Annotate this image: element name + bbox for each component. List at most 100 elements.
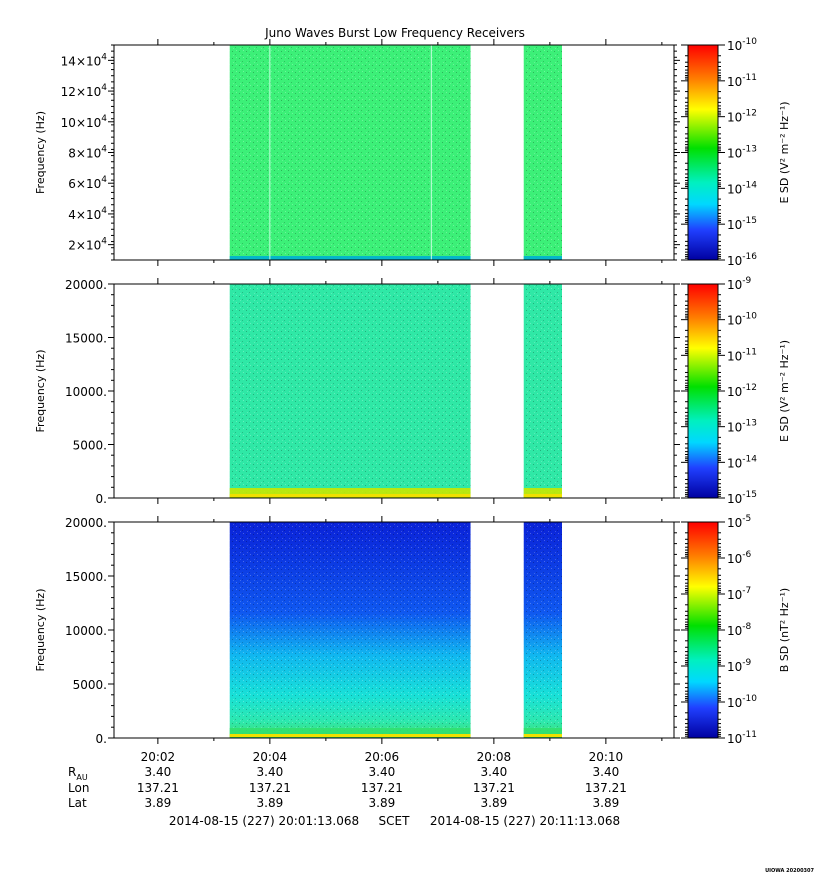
ephemeris-value: 137.21: [473, 781, 515, 795]
ephemeris-table: RAU Lon Lat 3.40 3.40 3.40 3.40 3.40 137.21 13…: [68, 765, 627, 810]
ephemeris-value: 3.89: [369, 796, 396, 810]
low-frequency-peak-2: [523, 494, 562, 497]
panel-2: 0. 5000. 10000. 15000. 20000. Frequency (Hz) 1…: [34, 276, 791, 506]
ephemeris-value: 3.40: [145, 765, 172, 779]
y-tick-label: 12×104: [61, 83, 108, 99]
y-tick-label: 4×104: [68, 206, 107, 222]
y-axis-label: Frequency (Hz): [34, 589, 47, 672]
ephemeris-value: 3.89: [257, 796, 284, 810]
colorbar-tick-label: 10-11: [727, 73, 757, 89]
colorbar-tick-label: 10-12: [727, 109, 757, 125]
panel-1: 2×104 4×104 6×104 8×104 10×104 12×104 14×104 Fr…: [34, 37, 791, 268]
spectrogram-texture-2: [523, 284, 562, 498]
y-tick-label: 6×104: [68, 175, 107, 191]
y-tick-label: 20000.: [65, 278, 107, 292]
low-frequency-band-2: [523, 256, 562, 260]
time-range-label: SCET: [379, 814, 411, 828]
colorbar-tick-label: 10-11: [727, 347, 757, 363]
chart-title: Juno Waves Burst Low Frequency Receivers: [264, 26, 525, 40]
low-frequency-peak-1: [229, 494, 471, 497]
y-tick-label: 5000.: [73, 678, 107, 692]
y-tick-label: 20000.: [65, 516, 107, 530]
colorbar-tick-label: 10-10: [727, 37, 757, 53]
low-frequency-band-1: [229, 728, 471, 738]
ephemeris-label-r: RAU: [68, 765, 88, 782]
colorbar: [687, 283, 719, 499]
ephemeris-value: 3.40: [257, 765, 284, 779]
colorbar: [687, 521, 719, 739]
spectrogram-texture-1: [229, 45, 471, 260]
low-frequency-band-1: [229, 256, 471, 260]
colorbar-tick-label: 10-14: [727, 454, 757, 470]
panel-3: 0. 5000. 10000. 15000. 20000. Frequency (Hz) 1…: [34, 514, 791, 746]
spectrogram-panels: 2×104 4×104 6×104 8×104 10×104 12×104 14×104 Fr…: [34, 37, 791, 746]
ephemeris-values: 3.40 3.40 3.40 3.40 3.40 137.21 137.21 137.21 13…: [137, 765, 627, 810]
colorbar-tick-label: 10-6: [727, 550, 752, 566]
colorbar-tick-label: 10-7: [727, 586, 751, 602]
x-tick-label: 20:04: [253, 750, 288, 764]
y-tick-label: 15000.: [65, 332, 107, 346]
y-tick-label: 15000.: [65, 570, 107, 584]
y-tick-label: 10×104: [61, 114, 108, 130]
time-axis-labels: 20:02 20:04 20:06 20:08 20:10: [141, 750, 624, 764]
ephemeris-value: 3.89: [145, 796, 172, 810]
x-tick-label: 20:02: [141, 750, 176, 764]
colorbar-tick-label: 10-9: [727, 658, 752, 674]
x-tick-label: 20:08: [477, 750, 512, 764]
low-frequency-band-1: [229, 488, 471, 498]
y-tick-label: 14×104: [61, 52, 108, 68]
y-tick-label: 10000.: [65, 624, 107, 638]
colorbar: [687, 44, 719, 261]
y-tick-label: 5000.: [73, 439, 107, 453]
colorbar-tick-label: 10-8: [727, 622, 752, 638]
low-frequency-peak-2: [523, 734, 562, 737]
ephemeris-value: 137.21: [361, 781, 403, 795]
spectrogram-texture-1: [229, 284, 471, 498]
time-range-end: 2014-08-15 (227) 20:11:13.068: [430, 814, 620, 828]
x-tick-label: 20:10: [589, 750, 624, 764]
colorbar-tick-label: 10-5: [727, 514, 751, 530]
colorbar-label: B SD (nT² Hz⁻¹): [778, 588, 791, 672]
y-tick-label: 0.: [96, 492, 107, 506]
colorbar-label: E SD (V² m⁻² Hz⁻¹): [778, 101, 791, 203]
ephemeris-label-lat: Lat: [68, 796, 87, 810]
colorbar-label: E SD (V² m⁻² Hz⁻¹): [778, 340, 791, 442]
ephemeris-value: 3.89: [481, 796, 508, 810]
colorbar-tick-label: 10-16: [727, 252, 757, 268]
y-tick-label: 0.: [96, 732, 107, 746]
colorbar-tick-label: 10-15: [727, 216, 757, 232]
time-range-start: 2014-08-15 (227) 20:01:13.068: [169, 814, 359, 828]
y-tick-label: 8×104: [68, 145, 107, 161]
ephemeris-value: 3.40: [369, 765, 396, 779]
y-tick-label: 10000.: [65, 385, 107, 399]
spectrogram-texture-1: [229, 522, 471, 738]
ephemeris-value: 3.40: [481, 765, 508, 779]
colorbar-tick-label: 10-11: [727, 730, 757, 746]
colorbar-tick-label: 10-10: [727, 694, 757, 710]
low-frequency-band-2: [523, 728, 562, 738]
spectrogram-texture-2: [523, 522, 562, 738]
colorbar-tick-label: 10-10: [727, 312, 757, 328]
colorbar-tick-label: 10-13: [727, 145, 757, 161]
colorbar-tick-label: 10-12: [727, 383, 757, 399]
ephemeris-value: 3.89: [593, 796, 620, 810]
x-tick-label: 20:06: [365, 750, 400, 764]
colorbar-tick-label: 10-9: [727, 276, 752, 292]
y-tick-label: 2×104: [68, 237, 107, 253]
y-axis-label: Frequency (Hz): [34, 350, 47, 433]
ephemeris-value: 137.21: [137, 781, 179, 795]
low-frequency-band-2: [523, 488, 562, 498]
time-range: 2014-08-15 (227) 20:01:13.068 SCET 2014-…: [169, 814, 620, 828]
ephemeris-label-lon: Lon: [68, 781, 89, 795]
colorbar-tick-label: 10-14: [727, 180, 757, 196]
credit-stamp: UIOWA 20200307: [765, 868, 814, 874]
ephemeris-value: 3.40: [593, 765, 620, 779]
colorbar-tick-label: 10-15: [727, 490, 757, 506]
ephemeris-value: 137.21: [249, 781, 291, 795]
low-frequency-peak-1: [229, 734, 471, 737]
y-axis-label: Frequency (Hz): [34, 111, 47, 194]
ephemeris-value: 137.21: [585, 781, 627, 795]
spectrogram-texture-2: [523, 45, 562, 260]
colorbar-tick-label: 10-13: [727, 419, 757, 435]
